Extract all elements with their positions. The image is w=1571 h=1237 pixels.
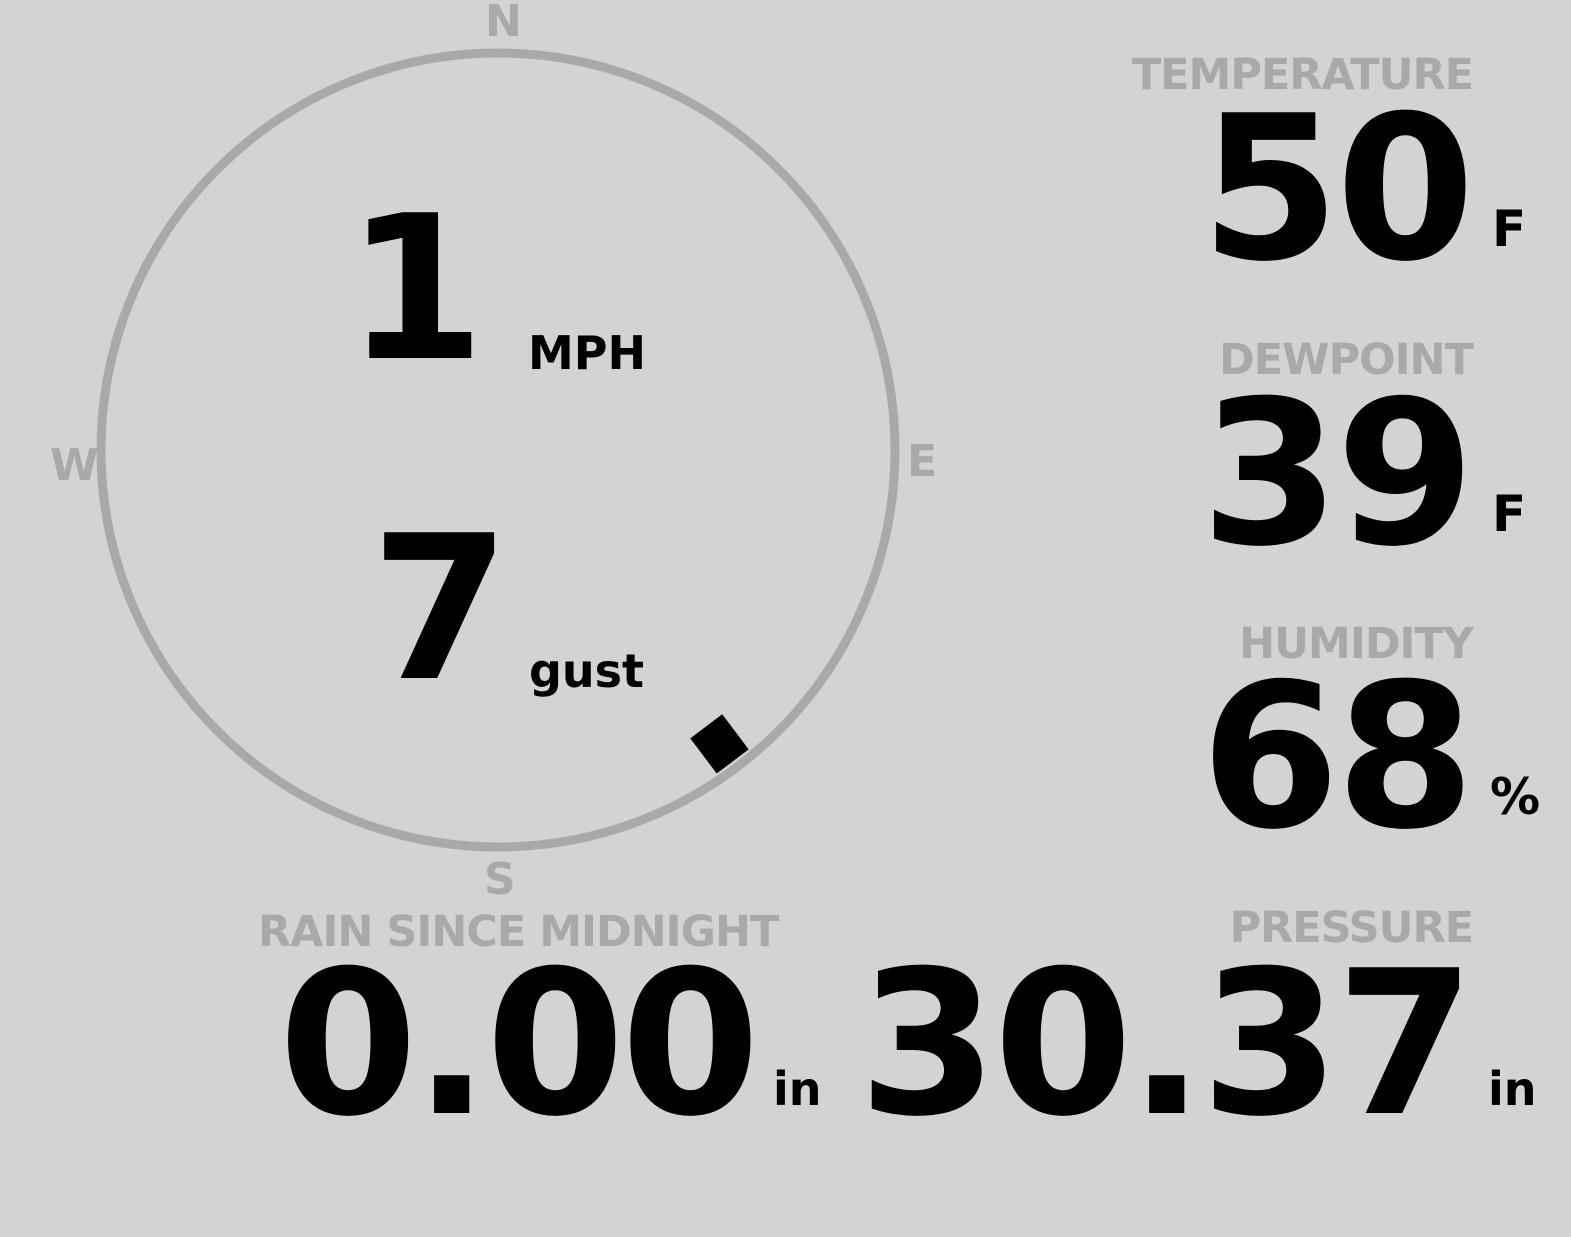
compass-east: E — [907, 436, 938, 487]
compass-ring — [96, 48, 900, 852]
wind-speed-unit: MPH — [528, 326, 646, 380]
wind-direction-marker — [690, 714, 749, 774]
dewpoint-card: DEWPOINT — [1219, 335, 1474, 385]
compass-south: S — [484, 854, 516, 905]
pressure-unit: in — [1488, 1062, 1537, 1116]
wind-compass — [96, 48, 900, 852]
pressure-card: PRESSURE — [1229, 903, 1474, 953]
dewpoint-label: DEWPOINT — [1219, 335, 1474, 385]
pressure-value: 30.37 — [858, 928, 1475, 1161]
compass-west: W — [50, 440, 99, 491]
dewpoint-unit: F — [1492, 485, 1527, 543]
humidity-card: HUMIDITY — [1239, 619, 1474, 669]
rain-value: 0.00 — [278, 928, 760, 1161]
temperature-unit: F — [1492, 200, 1527, 258]
humidity-unit: % — [1490, 768, 1541, 826]
dewpoint-value: 39 — [1200, 358, 1475, 591]
rain-unit: in — [773, 1062, 822, 1116]
humidity-value: 68 — [1200, 641, 1475, 874]
rain-label: RAIN SINCE MIDNIGHT — [258, 907, 779, 957]
compass-north: N — [485, 0, 522, 47]
temperature-card: TEMPERATURE — [1131, 50, 1474, 100]
temperature-value: 50 — [1200, 73, 1475, 306]
humidity-label: HUMIDITY — [1239, 619, 1474, 669]
wind-speed-value: 1 — [345, 173, 485, 406]
pressure-label: PRESSURE — [1229, 903, 1474, 953]
temperature-label: TEMPERATURE — [1131, 50, 1474, 100]
wind-gust-unit: gust — [529, 644, 645, 698]
wind-gust-value: 7 — [370, 493, 510, 726]
